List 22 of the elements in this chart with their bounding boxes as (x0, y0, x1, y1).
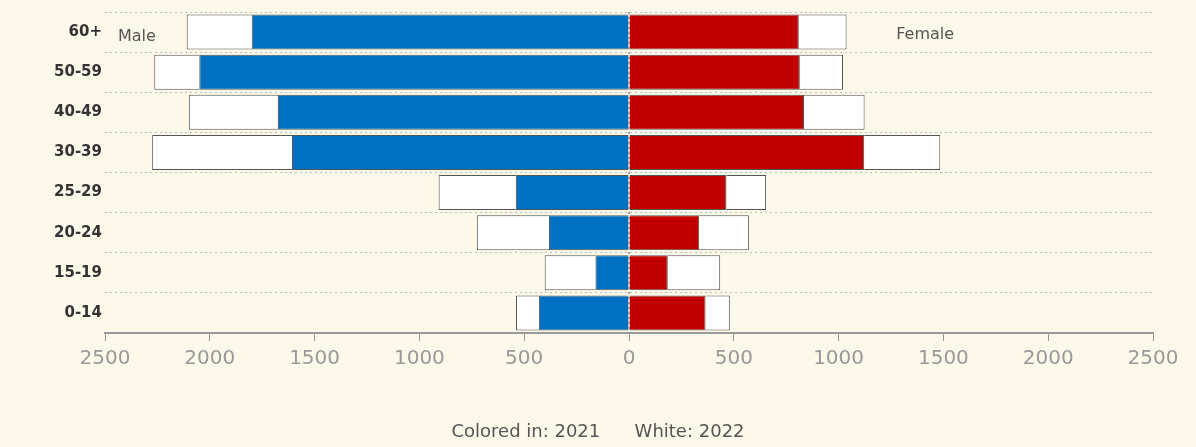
annotation: Male (118, 26, 156, 45)
y-tick-label: 25-29 (54, 182, 102, 201)
x-tick-label: 1500 (917, 345, 969, 370)
x-tick-label: 1000 (393, 345, 445, 370)
y-tick-label: 15-19 (54, 262, 102, 281)
x-tick-label: 1500 (289, 345, 341, 370)
x-tick-label: 2000 (1022, 345, 1074, 370)
y-tick-label: 20-24 (54, 222, 102, 241)
y-tick-label: 0-14 (64, 302, 102, 321)
annotation: Female (896, 24, 955, 43)
x-tick-label: 2000 (184, 345, 236, 370)
y-tick-label: 40-49 (54, 102, 102, 121)
y-tick-label: 30-39 (54, 142, 102, 161)
x-tick-label: 500 (714, 345, 753, 370)
x-tick-label: 2500 (1127, 345, 1179, 370)
x-tick-label: 2500 (79, 345, 131, 370)
x-tick-label: 1000 (813, 345, 865, 370)
x-tick-label: 500 (505, 345, 544, 370)
y-tick-label: 60+ (68, 21, 102, 40)
text: Colored in: 2021 White: 2022 (450, 420, 746, 441)
x-tick-label: 0 (622, 345, 636, 370)
y-tick-label: 50-59 (54, 62, 102, 81)
